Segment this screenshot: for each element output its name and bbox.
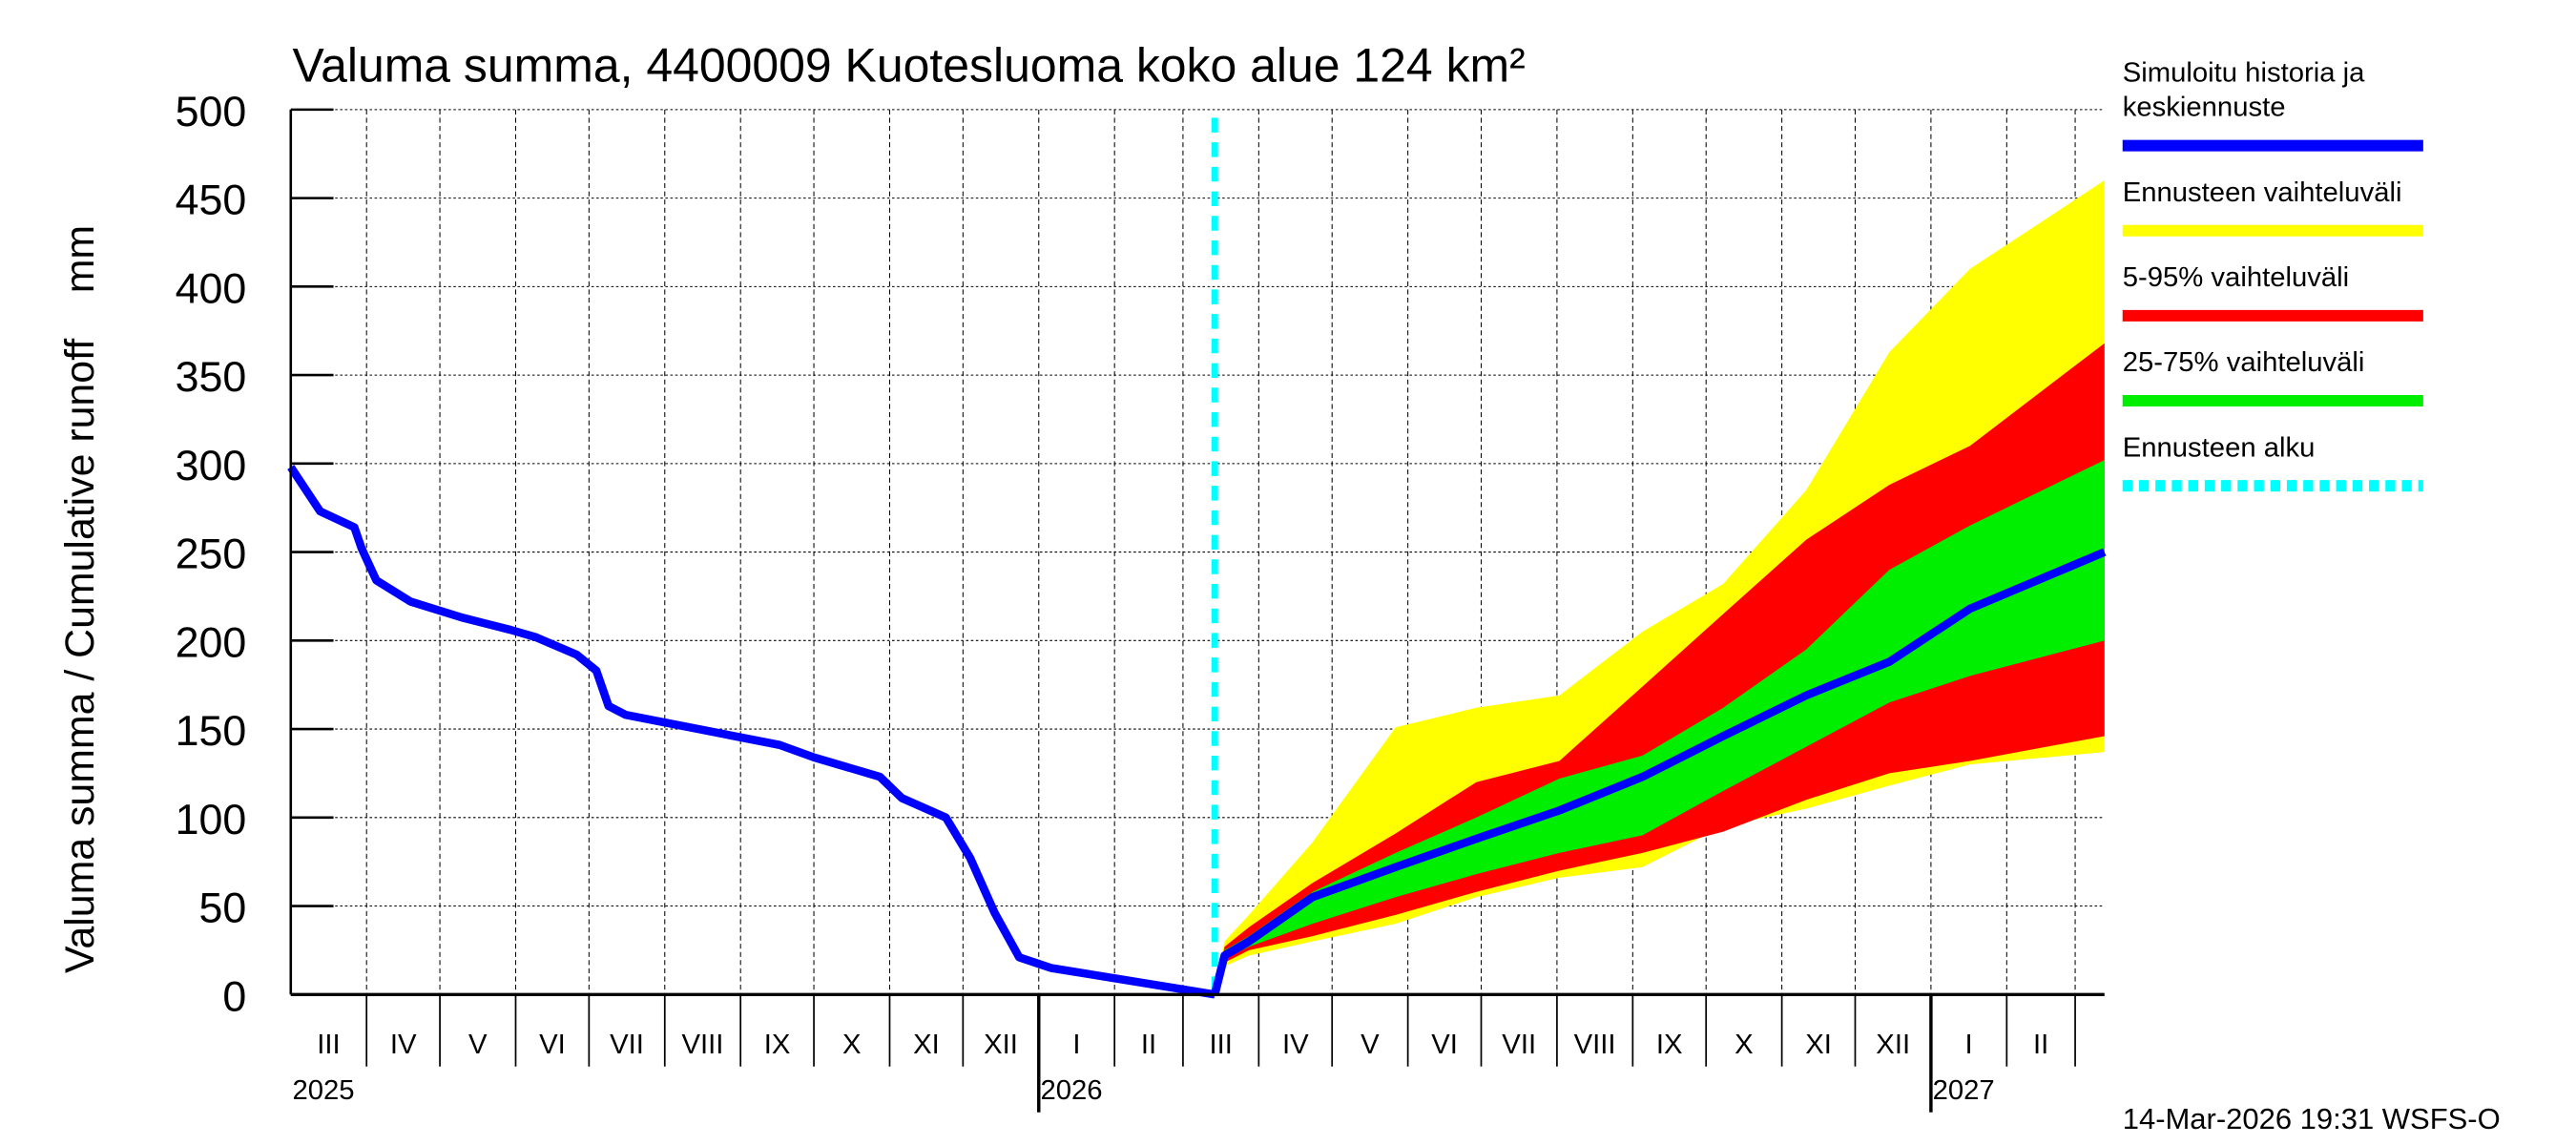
y-tick-label: 400 — [176, 266, 247, 313]
month-label: VII — [1502, 1030, 1536, 1060]
month-label: III — [1209, 1030, 1232, 1060]
legend-label: Simuloitu historia ja — [2123, 58, 2365, 89]
month-label: XII — [984, 1030, 1018, 1060]
month-label: XII — [1876, 1030, 1910, 1060]
month-label: VIII — [682, 1030, 724, 1060]
month-label: VIII — [1574, 1030, 1616, 1060]
month-label: XI — [1805, 1030, 1832, 1060]
band-25-75 — [1215, 460, 2105, 995]
footer-timestamp: 14-Mar-2026 19:31 WSFS-O — [2123, 1102, 2501, 1135]
month-label: V — [468, 1030, 488, 1060]
history-line — [287, 465, 1215, 999]
legend-label: Ennusteen vaihteluväli — [2123, 177, 2402, 208]
legend-label: 25-75% vaihteluväli — [2123, 347, 2365, 378]
legend-label: Ennusteen alku — [2123, 432, 2316, 463]
month-label: VII — [610, 1030, 644, 1060]
legend-label: keskiennuste — [2123, 93, 2286, 123]
y-tick-label: 250 — [176, 531, 247, 578]
month-label: IV — [1282, 1030, 1309, 1060]
month-label: IX — [764, 1030, 791, 1060]
y-tick-label: 0 — [222, 974, 246, 1021]
y-tick-label: 350 — [176, 354, 247, 401]
y-tick-label: 450 — [176, 177, 247, 224]
month-label: I — [1965, 1030, 1973, 1060]
y-tick-label: 300 — [176, 443, 247, 489]
year-label: 2027 — [1933, 1075, 1995, 1106]
series-lines — [287, 117, 2107, 999]
median-forecast-line — [1211, 548, 2107, 996]
forecast-bands — [1215, 180, 2105, 995]
month-label: VI — [539, 1030, 566, 1060]
month-label: III — [317, 1030, 340, 1060]
y-tick-label: 500 — [176, 89, 247, 135]
month-label: X — [842, 1030, 862, 1060]
y-tick-label: 150 — [176, 708, 247, 755]
chart-title: Valuma summa, 4400009 Kuotesluoma koko a… — [293, 39, 1526, 93]
month-label: V — [1361, 1030, 1380, 1060]
month-label: X — [1735, 1030, 1754, 1060]
legend-label: 5-95% vaihteluväli — [2123, 262, 2349, 293]
legend: Simuloitu historia ja keskiennuste Ennuste… — [2123, 58, 2423, 492]
month-label: I — [1072, 1030, 1080, 1060]
y-axis-label: Valuma summa / Cumulative runoff mm — [57, 225, 103, 973]
y-tick-label: 200 — [176, 620, 247, 667]
band-5-95 — [1215, 343, 2105, 995]
month-label: II — [2033, 1030, 2048, 1060]
y-tick-label: 100 — [176, 797, 247, 843]
year-label: 2026 — [1040, 1075, 1102, 1106]
month-label: VI — [1431, 1030, 1458, 1060]
band-min-max — [1215, 180, 2105, 995]
year-label: 2025 — [293, 1075, 355, 1106]
month-label: IV — [390, 1030, 417, 1060]
month-label: XI — [913, 1030, 940, 1060]
month-label: II — [1141, 1030, 1156, 1060]
month-label: IX — [1656, 1030, 1683, 1060]
y-tick-label: 50 — [199, 885, 247, 932]
